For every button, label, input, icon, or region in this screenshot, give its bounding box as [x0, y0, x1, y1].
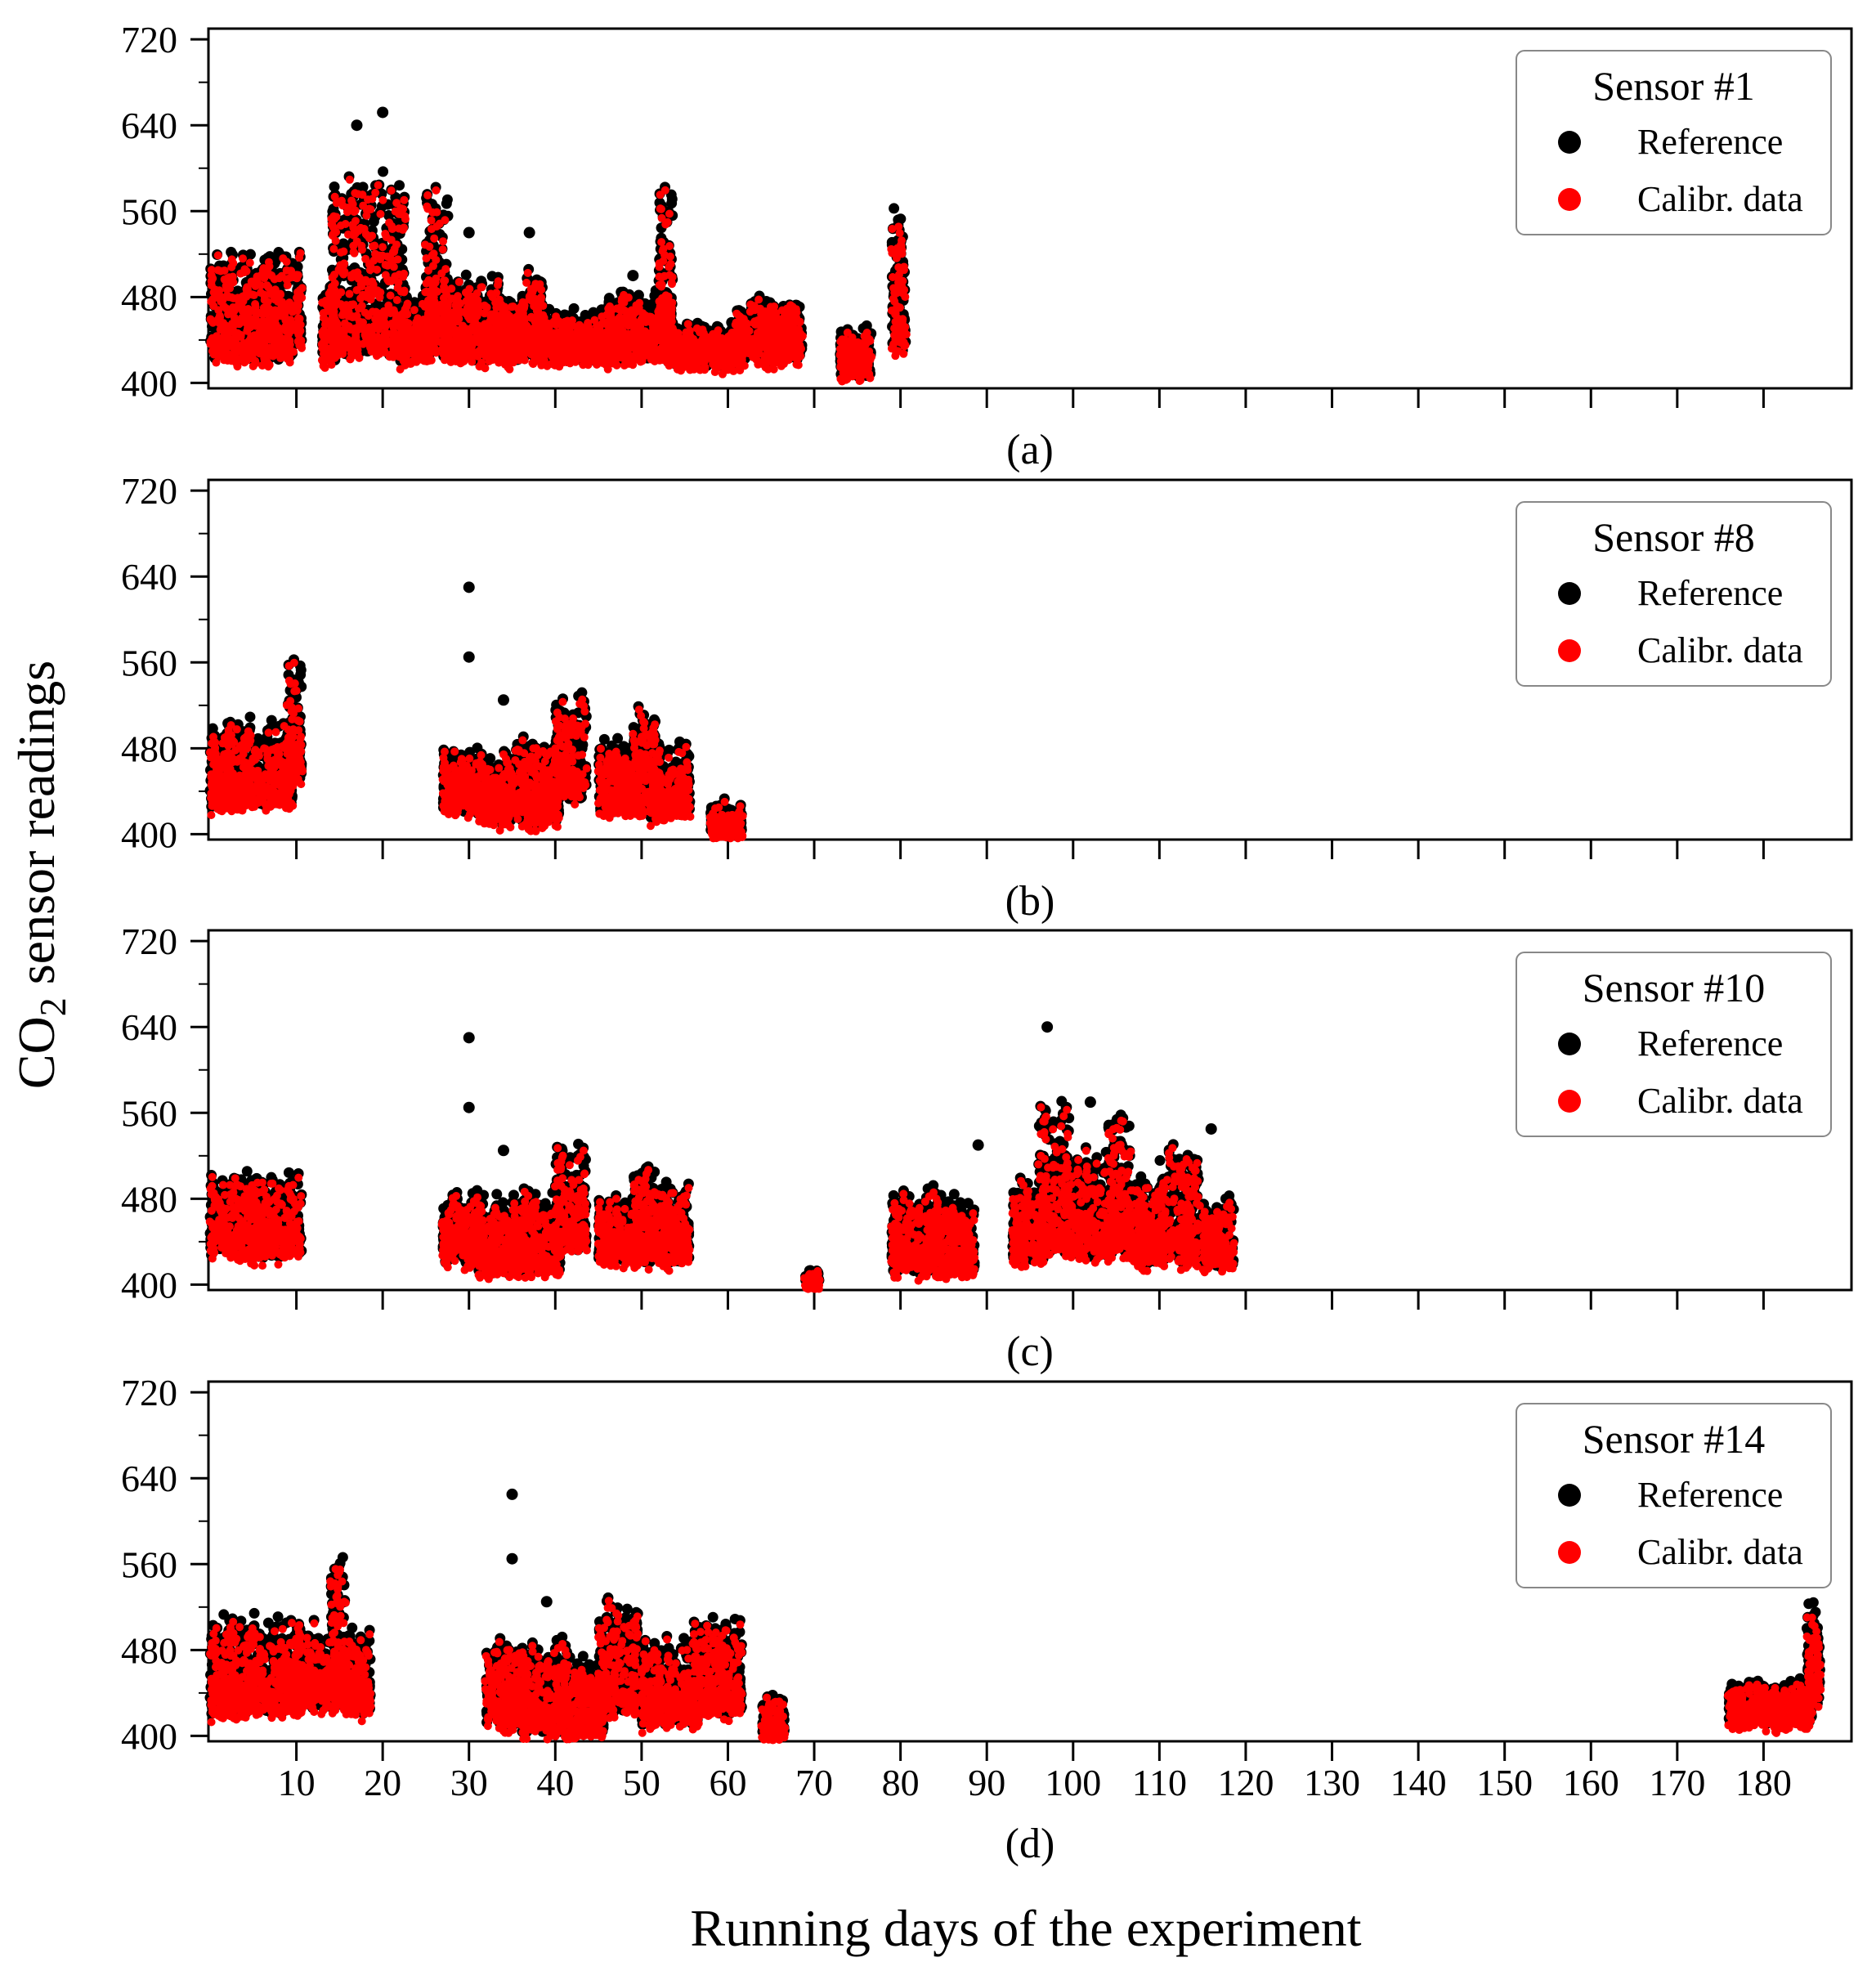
y-tick-label: 720 [121, 19, 177, 60]
reference-point [442, 195, 453, 205]
y-tick-label: 560 [121, 190, 177, 232]
y-tick-label: 480 [121, 276, 177, 318]
reference-point [369, 217, 379, 227]
figure: 400480560640720Sensor #1ReferenceCalibr.… [0, 0, 1876, 1980]
reference-point [394, 180, 405, 190]
reference-point [461, 270, 472, 280]
y-tick-label: 400 [121, 362, 177, 404]
y-tick-label: 640 [121, 105, 177, 146]
reference-point [378, 166, 388, 177]
